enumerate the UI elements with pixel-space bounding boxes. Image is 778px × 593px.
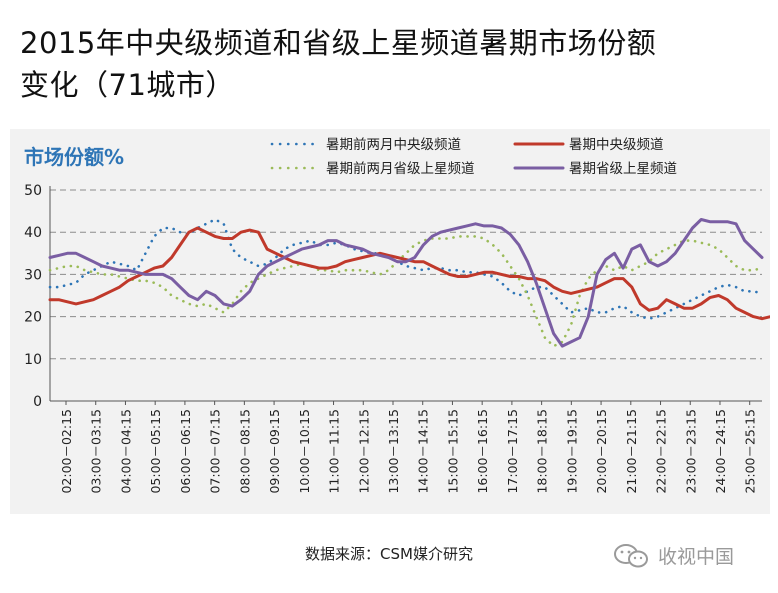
series-line-prev-provincial xyxy=(48,235,764,348)
watermark-text: 收视中国 xyxy=(658,546,735,568)
x-tick-label: 18:00－18:15 xyxy=(535,409,550,494)
x-tick-label: 16:00－16:15 xyxy=(475,409,490,494)
x-tick-label: 15:00－15:15 xyxy=(445,409,460,494)
y-tick-label: 40 xyxy=(24,225,42,241)
chart-title-line-1: 2015年中央级频道和省级上星频道暑期市场份额 xyxy=(20,26,657,60)
x-tick-label: 20:00－20:15 xyxy=(594,409,609,494)
chart-title: 2015年中央级频道和省级上星频道暑期市场份额 变化（71城市） xyxy=(20,22,760,106)
legend-label: 暑期省级上星频道 xyxy=(569,161,677,177)
x-tick-label: 10:00－10:15 xyxy=(297,409,312,494)
x-tick-label: 17:00－17:15 xyxy=(505,409,520,494)
x-tick-label: 23:00－23:15 xyxy=(683,409,698,494)
x-tick-label: 09:00－09:15 xyxy=(267,409,282,494)
x-tick-label: 19:00－19:15 xyxy=(564,409,579,494)
x-tick-label: 13:00－13:15 xyxy=(386,409,401,494)
y-axis-label: 市场份额% xyxy=(24,145,124,169)
y-tick-label: 0 xyxy=(33,394,42,410)
wechat-icon xyxy=(614,543,648,567)
data-source-note: 数据来源：CSM媒介研究 xyxy=(305,545,473,563)
x-tick-label: 02:00－02:15 xyxy=(59,409,74,494)
x-tick-label: 06:00－06:15 xyxy=(178,409,193,494)
watermark: 收视中国 xyxy=(612,542,734,569)
y-tick-label: 20 xyxy=(24,310,42,326)
line-chart: 市场份额% 0 10 20 30 40 50 02:00－02:15 03:00－03:15 04… xyxy=(24,136,770,494)
y-tick-label: 50 xyxy=(24,183,42,199)
legend-label: 暑期前两月省级上星频道 xyxy=(326,160,475,177)
x-tick-label: 14:00－14:15 xyxy=(416,409,431,494)
series-line-prev-central xyxy=(48,218,764,320)
x-tick-label: 05:00－05:15 xyxy=(148,409,163,494)
chart-panel: 市场份额% 0 10 20 30 40 50 02:00－02:15 03:00－03:15 04… xyxy=(10,129,770,514)
x-tick-label: 25:00－25:15 xyxy=(743,409,758,494)
series-line-summer-provincial xyxy=(48,218,764,348)
chart-title-line-2: 变化（71城市） xyxy=(20,68,235,102)
x-tick-label: 08:00－08:15 xyxy=(237,409,252,494)
x-tick-label: 21:00－21:15 xyxy=(624,409,639,494)
x-tick-label: 24:00－24:15 xyxy=(713,409,728,494)
y-tick-label: 10 xyxy=(24,352,42,368)
x-tick-label: 04:00－04:15 xyxy=(118,409,133,494)
legend-label: 暑期中央级频道 xyxy=(569,137,664,153)
x-tick-label: 12:00－12:15 xyxy=(356,409,371,494)
legend-label: 暑期前两月中央级频道 xyxy=(326,136,461,153)
y-tick-label: 30 xyxy=(24,267,42,283)
x-tick-label: 11:00－11:15 xyxy=(327,409,342,494)
x-tick-label: 22:00－22:15 xyxy=(654,409,669,494)
x-tick-label: 03:00－03:15 xyxy=(89,409,104,494)
x-tick-label: 07:00－07:15 xyxy=(208,409,223,494)
